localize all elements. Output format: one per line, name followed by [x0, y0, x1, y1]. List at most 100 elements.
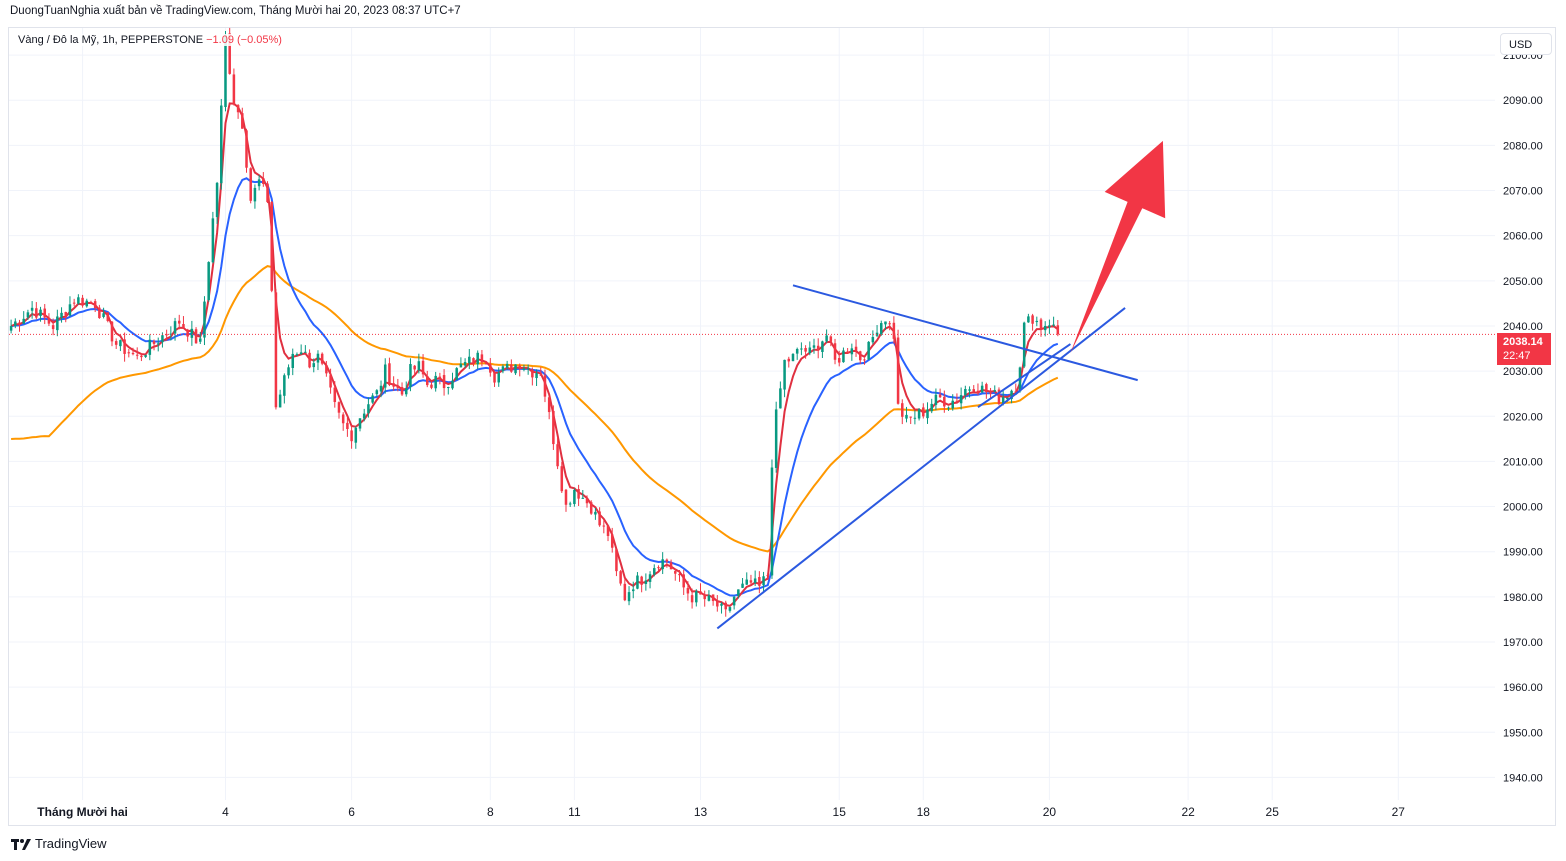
candle	[804, 345, 807, 359]
candle	[346, 417, 349, 437]
candle	[867, 341, 870, 360]
candle	[56, 309, 59, 337]
candle	[669, 559, 673, 570]
candle-body	[312, 363, 316, 368]
candle	[278, 389, 282, 408]
candle	[720, 602, 723, 614]
candle-body	[699, 591, 702, 595]
candle-body	[602, 525, 606, 527]
candle-body	[863, 359, 866, 361]
candle-body	[913, 417, 917, 419]
candle-body	[1006, 397, 1009, 400]
candle-body	[552, 410, 555, 445]
candle-body	[917, 409, 921, 419]
y-tick-label: 1970.00	[1503, 637, 1543, 649]
candle	[901, 399, 904, 425]
candle	[77, 294, 80, 305]
candle-body	[354, 427, 358, 443]
candle-body	[278, 394, 282, 408]
candle-body	[430, 384, 433, 388]
candle	[732, 595, 736, 610]
candle	[135, 347, 139, 360]
candle	[39, 306, 42, 322]
candle	[526, 364, 530, 375]
candle	[707, 590, 711, 602]
candle-body	[854, 346, 858, 351]
candle	[1014, 383, 1018, 394]
candle-body	[224, 34, 227, 108]
candle	[573, 488, 576, 507]
candle	[1048, 319, 1051, 334]
candle	[388, 357, 391, 387]
candle	[993, 385, 997, 393]
candle	[68, 296, 72, 317]
candle	[1022, 321, 1026, 369]
candle	[934, 388, 938, 411]
candle	[837, 350, 841, 367]
candle-body	[951, 400, 954, 409]
candle-body	[232, 74, 236, 105]
candle-body	[610, 534, 614, 548]
candle	[976, 383, 980, 396]
candle-body	[976, 390, 980, 394]
candle	[787, 356, 791, 368]
candle	[320, 352, 324, 366]
candle	[531, 367, 534, 386]
y-tick-label: 2050.00	[1503, 276, 1543, 288]
candle	[943, 390, 946, 413]
y-tick-label: 1960.00	[1503, 682, 1543, 694]
candle-body	[1048, 325, 1051, 328]
candle	[514, 364, 517, 375]
candle-body	[308, 352, 311, 368]
tradingview-footer[interactable]: TradingView	[11, 836, 107, 854]
candle	[606, 525, 610, 542]
candle-body	[850, 348, 854, 355]
x-tick-label: Tháng Mười hai	[37, 805, 128, 819]
candle-body	[81, 297, 84, 306]
candle	[123, 332, 126, 362]
candle-body	[623, 583, 627, 601]
candle-body	[644, 580, 648, 584]
candle-body	[510, 364, 513, 372]
candle-body	[758, 577, 761, 586]
candle-body	[774, 409, 778, 468]
resistance-trendline	[792, 284, 1138, 382]
candle	[795, 347, 799, 360]
candle-body	[18, 322, 21, 325]
candle-body	[413, 365, 416, 370]
candle-body	[241, 113, 244, 129]
candle-body	[934, 394, 938, 405]
candle	[615, 548, 618, 577]
candle-body	[417, 361, 421, 371]
candle-body	[930, 403, 933, 412]
candle-body	[404, 388, 408, 395]
candle-body	[72, 302, 76, 304]
candle	[283, 373, 286, 404]
candle-body	[724, 602, 727, 610]
currency-selector[interactable]: USD	[1500, 33, 1552, 55]
candle	[833, 338, 837, 365]
candle	[182, 316, 185, 329]
candle	[589, 500, 593, 515]
candle-body	[858, 351, 862, 361]
candle-body	[85, 300, 89, 307]
candle	[295, 352, 299, 357]
candle-body	[43, 308, 46, 318]
candle-body	[682, 574, 685, 588]
candle	[89, 300, 93, 305]
candle-body	[123, 339, 126, 354]
candle-body	[480, 354, 484, 363]
y-tick-label: 1950.00	[1503, 727, 1543, 739]
candle-body	[396, 385, 400, 388]
candle-body	[409, 364, 412, 387]
candle	[854, 339, 858, 357]
candle-body	[161, 335, 164, 343]
candle-body	[661, 559, 664, 570]
candle	[989, 387, 992, 399]
candle-body	[800, 348, 803, 350]
candle-body	[653, 568, 656, 575]
candle-body	[901, 403, 904, 417]
y-tick-label: 1940.00	[1503, 772, 1543, 784]
y-tick-label: 2070.00	[1503, 186, 1543, 198]
